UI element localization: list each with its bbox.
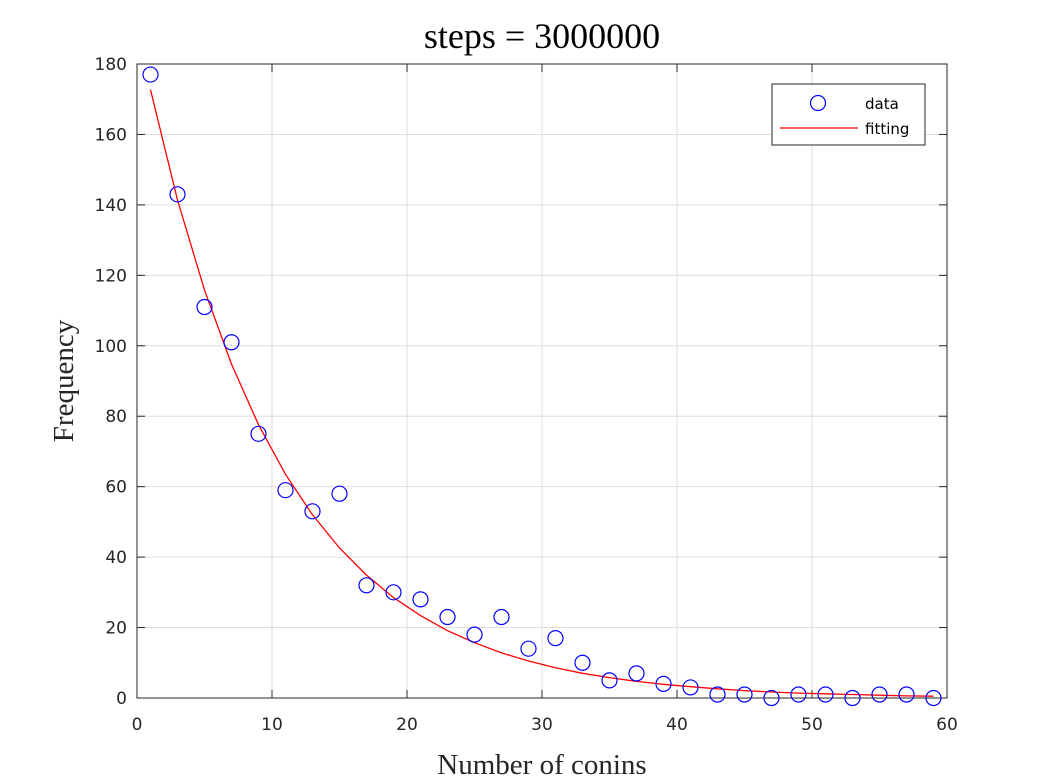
- data-point: [628, 665, 645, 682]
- y-tick-label: 80: [105, 407, 127, 427]
- data-point: [655, 675, 672, 693]
- data-point: [250, 425, 267, 442]
- data-point: [466, 626, 483, 643]
- tick-labels: 0 10 20 30 40 50 60 0 20 40 60 80 100 120 140 160 180: [95, 55, 958, 735]
- data-point: [871, 686, 888, 703]
- x-axis-label: Number of conins: [437, 749, 646, 781]
- data-point: [277, 482, 294, 499]
- axes: [136, 63, 948, 699]
- data-point: [196, 298, 213, 316]
- data-point: [925, 689, 942, 707]
- x-tick-label: 30: [531, 715, 553, 735]
- x-tick-label: 20: [396, 715, 418, 735]
- data-series: [142, 66, 942, 707]
- legend: data fitting: [771, 83, 926, 146]
- y-tick-label: 60: [105, 478, 127, 498]
- data-point: [223, 334, 240, 351]
- y-tick-label: 160: [95, 125, 127, 145]
- x-tick-label: 40: [666, 715, 688, 735]
- data-point: [790, 686, 807, 703]
- data-point: [304, 503, 321, 520]
- x-tick-label: 0: [132, 715, 143, 735]
- legend-label-data: data: [865, 95, 899, 113]
- y-tick-label: 20: [105, 619, 127, 639]
- data-point: [844, 689, 861, 707]
- data-point: [682, 679, 699, 696]
- data-point: [763, 689, 780, 707]
- fitting-line: [149, 89, 934, 697]
- legend-marker-data: [809, 94, 827, 112]
- x-tick-label: 10: [261, 715, 283, 735]
- x-tick-label: 60: [936, 715, 958, 735]
- data-point: [574, 654, 591, 671]
- y-tick-label: 180: [95, 55, 127, 75]
- y-tick-label: 140: [95, 196, 127, 216]
- grid-lines: [137, 64, 947, 698]
- x-tick-label: 50: [801, 715, 823, 735]
- data-point: [898, 686, 915, 703]
- data-point: [736, 686, 753, 703]
- legend-label-fitting: fitting: [865, 120, 909, 138]
- data-point: [547, 630, 564, 647]
- chart-title: steps = 3000000: [424, 16, 660, 56]
- data-point: [601, 672, 618, 689]
- y-axis-label: Frequency: [48, 319, 80, 442]
- data-point: [412, 591, 429, 608]
- y-tick-label: 40: [105, 548, 127, 568]
- data-point: [142, 66, 159, 83]
- y-tick-label: 100: [95, 337, 127, 357]
- data-point: [331, 485, 348, 502]
- data-point: [493, 608, 510, 626]
- data-point: [709, 686, 726, 703]
- y-tick-label: 0: [116, 689, 127, 709]
- legend-box: [771, 83, 926, 146]
- data-point: [520, 640, 537, 657]
- data-point: [358, 577, 375, 594]
- data-point: [439, 608, 456, 626]
- data-point: [817, 686, 834, 703]
- data-point: [169, 186, 186, 203]
- data-point: [385, 584, 402, 601]
- y-tick-label: 120: [95, 266, 127, 286]
- fitting-series: [149, 89, 934, 697]
